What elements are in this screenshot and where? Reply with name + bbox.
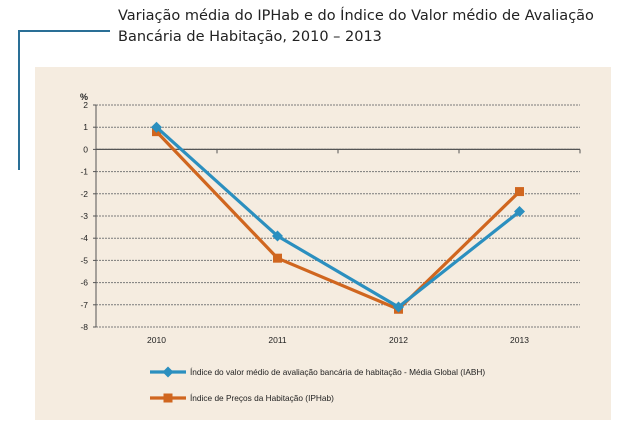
data-point: [272, 230, 283, 242]
x-tick-label: 2011: [268, 335, 287, 345]
title-bracket-top-rule: [18, 30, 110, 32]
series-line: [155, 130, 521, 311]
x-tick-label: 2012: [389, 335, 408, 345]
legend-swatch-marker: [163, 393, 173, 403]
y-tick-label: -5: [80, 255, 88, 265]
page-title-line-2: Bancária de Habitação, 2010 – 2013: [118, 29, 382, 45]
chart-panel: [35, 67, 611, 420]
y-axis-label: %: [80, 92, 88, 102]
data-point: [514, 206, 525, 218]
y-tick-label: -6: [80, 278, 88, 288]
legend-swatch-marker: [162, 366, 174, 378]
y-tick-label: -1: [80, 167, 88, 177]
y-tick-label: -2: [80, 189, 88, 199]
page-title: Variação média do IPHab e do Índice do V…: [118, 6, 618, 48]
y-tick-label: 1: [83, 122, 88, 132]
axes: 2 1 0 -1 -2 -3 -4 -5 -6 -7 -8 2010 2011 2012 2013: [80, 100, 581, 345]
y-tick-label: -3: [80, 211, 88, 221]
legend-label: Índice de Preços da Habitação (IPHab): [190, 393, 334, 403]
data-point: [151, 121, 162, 133]
y-tick-label: -4: [80, 233, 88, 243]
series-lines: [151, 121, 525, 314]
y-tick-label: 0: [83, 144, 88, 154]
y-tick-label: 2: [83, 100, 88, 110]
y-tick-label: -8: [80, 322, 88, 332]
x-tick-label: 2013: [510, 335, 529, 345]
data-point: [273, 253, 282, 263]
title-bracket-left-rule: [18, 30, 20, 170]
x-tick-label: 2010: [147, 335, 166, 345]
data-point: [393, 301, 404, 313]
series-line: [155, 126, 521, 309]
legend-label: Índice do valor médio de avaliação bancá…: [190, 367, 485, 377]
page-title-line-1: Variação média do IPHab e do Índice do V…: [118, 8, 594, 24]
legend: Índice do valor médio de avaliação bancá…: [150, 366, 485, 403]
y-tick-label: -7: [80, 300, 88, 310]
data-point: [515, 187, 524, 197]
